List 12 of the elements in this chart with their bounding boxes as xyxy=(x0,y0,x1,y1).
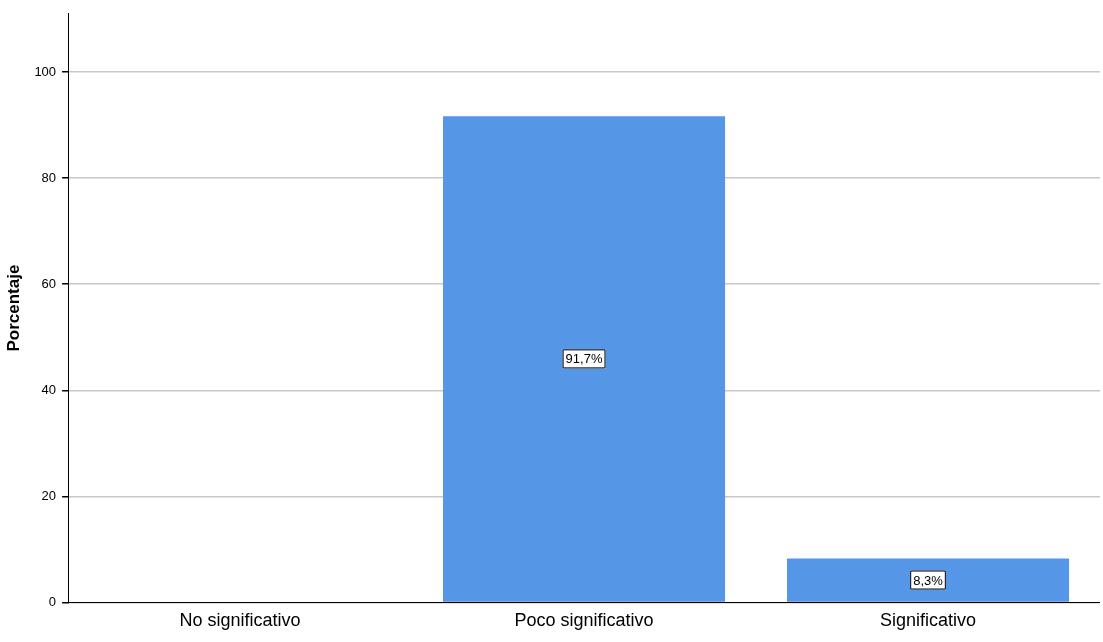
y-tick-label: 40 xyxy=(41,381,57,397)
y-tick-label: 0 xyxy=(48,593,57,609)
y-tick-label: 80 xyxy=(41,169,57,185)
data-label: 8,3% xyxy=(913,572,944,588)
x-tick-label: Significativo xyxy=(879,610,977,631)
y-tick-label: 100 xyxy=(34,63,57,79)
x-tick-label: No significativo xyxy=(179,610,301,631)
y-axis-title: Porcentaje xyxy=(3,264,23,352)
y-tick-label: 60 xyxy=(41,275,57,291)
y-tick-label: 20 xyxy=(41,487,57,503)
data-label: 91,7% xyxy=(565,351,603,367)
x-tick-label: Poco significativo xyxy=(514,610,654,631)
